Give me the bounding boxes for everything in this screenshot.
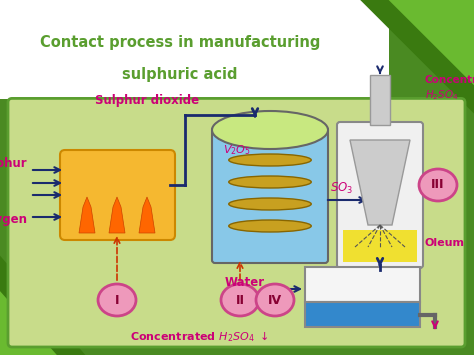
Text: Contact process in manufacturing: Contact process in manufacturing bbox=[40, 35, 320, 50]
Ellipse shape bbox=[221, 284, 259, 316]
Polygon shape bbox=[360, 0, 474, 114]
Bar bbox=[370, 75, 390, 125]
Ellipse shape bbox=[256, 284, 294, 316]
Bar bbox=[343, 230, 417, 262]
Text: Water: Water bbox=[225, 275, 265, 289]
Text: Concentrated $H_2SO_4$ $\downarrow$: Concentrated $H_2SO_4$ $\downarrow$ bbox=[130, 329, 268, 344]
Bar bbox=[305, 267, 420, 302]
Ellipse shape bbox=[229, 176, 311, 188]
Text: III: III bbox=[431, 179, 445, 191]
Ellipse shape bbox=[212, 111, 328, 149]
Text: $V_2O_5$: $V_2O_5$ bbox=[223, 143, 251, 157]
Ellipse shape bbox=[419, 169, 457, 201]
Text: Oxygen: Oxygen bbox=[0, 213, 27, 226]
FancyBboxPatch shape bbox=[337, 122, 423, 268]
FancyBboxPatch shape bbox=[0, 0, 389, 99]
Polygon shape bbox=[0, 256, 85, 355]
Polygon shape bbox=[389, 0, 474, 85]
Text: Concentrated: Concentrated bbox=[425, 75, 474, 85]
FancyBboxPatch shape bbox=[60, 150, 175, 240]
Polygon shape bbox=[0, 291, 57, 355]
Ellipse shape bbox=[98, 284, 136, 316]
Text: Sulphur dioxide: Sulphur dioxide bbox=[95, 94, 199, 107]
Text: II: II bbox=[236, 294, 245, 306]
Polygon shape bbox=[109, 197, 125, 233]
FancyBboxPatch shape bbox=[8, 98, 465, 347]
Ellipse shape bbox=[229, 220, 311, 232]
Text: Sulphur: Sulphur bbox=[0, 157, 27, 169]
Bar bbox=[305, 302, 420, 327]
Polygon shape bbox=[350, 140, 410, 225]
Text: sulphuric acid: sulphuric acid bbox=[122, 67, 238, 82]
Polygon shape bbox=[79, 197, 95, 233]
Text: IV: IV bbox=[268, 294, 282, 306]
Text: Oleum: Oleum bbox=[425, 238, 465, 248]
Polygon shape bbox=[139, 197, 155, 233]
Text: $SO_3$: $SO_3$ bbox=[330, 180, 353, 196]
Ellipse shape bbox=[229, 154, 311, 166]
FancyBboxPatch shape bbox=[212, 127, 328, 263]
Text: I: I bbox=[115, 294, 119, 306]
Ellipse shape bbox=[229, 198, 311, 210]
Text: $H_2SO_4$: $H_2SO_4$ bbox=[425, 88, 459, 102]
